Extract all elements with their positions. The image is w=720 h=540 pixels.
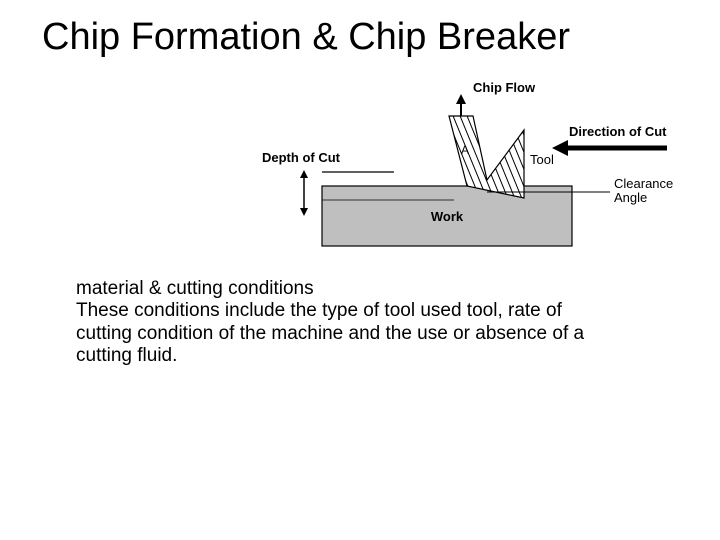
- label-a: A: [461, 143, 469, 157]
- body-text: material & cutting conditions These cond…: [76, 278, 636, 368]
- body-line-1: material & cutting conditions: [76, 278, 314, 299]
- cutting-diagram: A Tool Work Chip Flow Direction of Cut Depth …: [262, 78, 682, 268]
- label-work: Work: [431, 209, 464, 224]
- label-chip-flow: Chip Flow: [473, 80, 536, 95]
- label-clearance-2: Angle: [614, 190, 647, 205]
- diagram-svg: A Tool Work Chip Flow Direction of Cut Depth …: [262, 78, 682, 268]
- label-tool: Tool: [530, 152, 554, 167]
- label-clearance-1: Clearance: [614, 176, 673, 191]
- body-line-4: cutting fluid.: [76, 345, 177, 366]
- body-line-3: cutting condition of the machine and the…: [76, 323, 584, 344]
- page-title: Chip Formation & Chip Breaker: [42, 16, 570, 59]
- label-depth: Depth of Cut: [262, 150, 341, 165]
- body-line-2: These conditions include the type of too…: [76, 300, 562, 321]
- slide: Chip Formation & Chip Breaker A Tool Work C…: [0, 0, 720, 540]
- label-direction: Direction of Cut: [569, 124, 667, 139]
